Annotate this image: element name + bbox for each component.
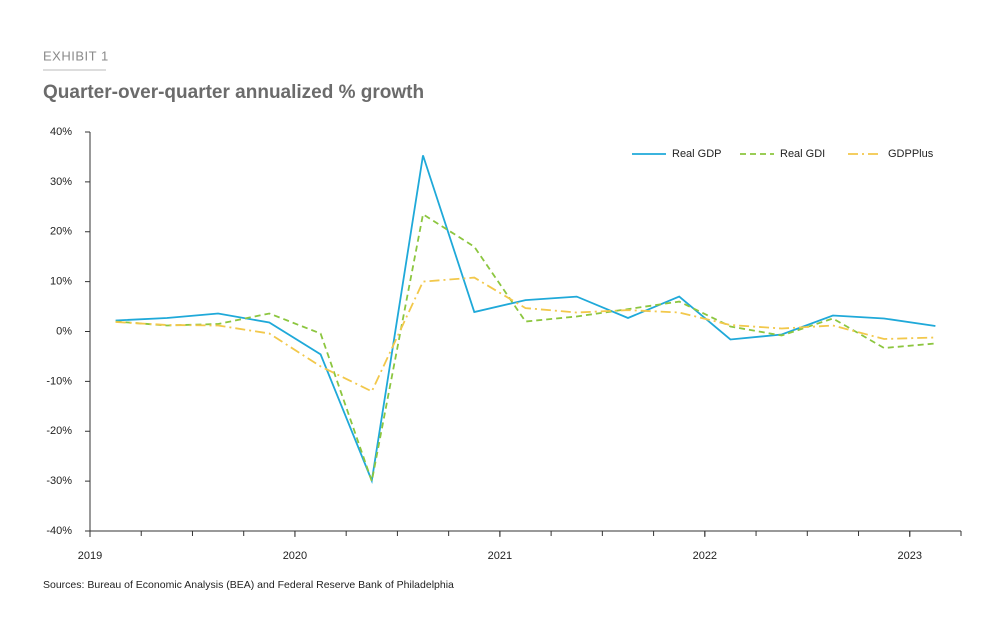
legend-label: Real GDI [780,148,825,160]
y-tick-label: -40% [46,525,72,537]
y-tick-label: 0% [56,325,72,337]
x-tick-label: 2020 [283,550,307,562]
y-tick-label: 10% [50,276,72,288]
chart-source: Sources: Bureau of Economic Analysis (BE… [43,579,454,591]
y-tick-label: -10% [46,375,72,387]
y-tick-label: 30% [50,176,72,188]
legend-label: GDPPlus [888,148,934,160]
x-tick-label: 2023 [898,550,922,562]
series-line [115,276,936,393]
x-tick-label: 2022 [693,550,717,562]
x-tick-label: 2019 [78,550,102,562]
y-tick-label: 20% [50,226,72,238]
legend-label: Real GDP [672,148,722,160]
series-line [115,155,936,484]
x-tick-label: 2021 [488,550,512,562]
y-tick-label: -30% [46,475,72,487]
y-tick-label: 40% [50,126,72,138]
y-tick-label: -20% [46,425,72,437]
chart-kicker: EXHIBIT 1 [43,48,109,63]
chart-title: Quarter-over-quarter annualized % growth [43,82,424,103]
series-line [115,212,936,485]
